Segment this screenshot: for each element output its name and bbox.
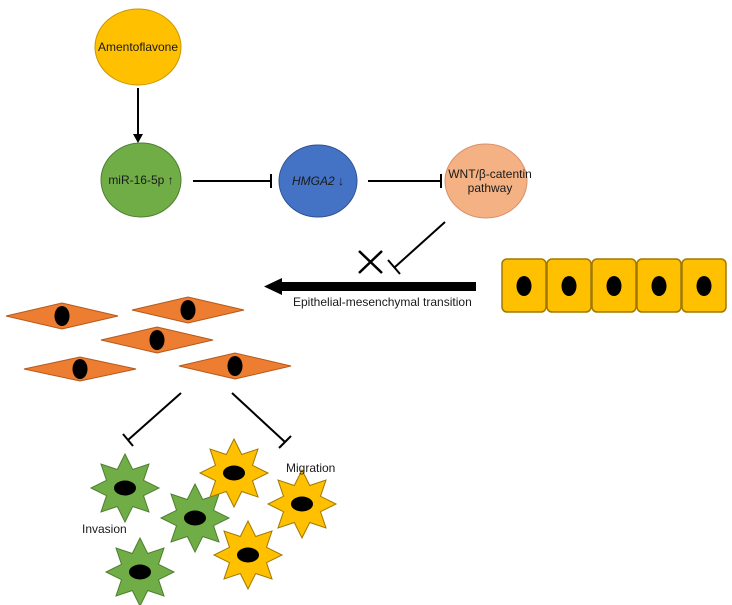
hmga2-arrow-symbol: ↓ bbox=[335, 174, 344, 188]
nucleus bbox=[696, 276, 712, 296]
mir-16-5p-node: miR-16-5p ↑ bbox=[100, 142, 182, 218]
nucleus bbox=[291, 496, 313, 512]
nucleus bbox=[149, 330, 165, 350]
nucleus bbox=[72, 359, 88, 379]
mesenchymal-cell bbox=[131, 296, 245, 324]
nucleus bbox=[54, 306, 70, 326]
mesenchymal-cell bbox=[178, 352, 292, 380]
mesenchymal-cell bbox=[23, 356, 137, 382]
nucleus bbox=[227, 356, 243, 376]
amentoflavone-node: Amentoflavone bbox=[94, 8, 182, 86]
epithelial-cell bbox=[681, 258, 727, 313]
mir-16-5p-label: miR-16-5p ↑ bbox=[108, 173, 173, 187]
hmga2-node: HMGA2 ↓ bbox=[278, 144, 358, 218]
mesenchymal-cells bbox=[5, 296, 292, 382]
inhibition-mir-hmga2 bbox=[193, 174, 272, 188]
emt-arrow bbox=[264, 278, 476, 295]
epithelial-cell bbox=[501, 258, 547, 313]
mesenchymal-cell bbox=[100, 326, 214, 354]
nucleus bbox=[237, 547, 259, 563]
epithelial-cell bbox=[546, 258, 592, 313]
hmga2-label: HMGA2 ↓ bbox=[292, 174, 344, 188]
invasive-cell bbox=[159, 482, 231, 554]
migrating-cell bbox=[266, 468, 338, 540]
hmga2-gene-name: HMGA2 bbox=[292, 174, 335, 188]
wnt-pathway-label-line1: WNT/β-catentin bbox=[448, 167, 532, 181]
inhibition-to-migration bbox=[231, 392, 292, 449]
invasion-label: Invasion bbox=[82, 522, 127, 536]
migrating-cell bbox=[198, 437, 270, 509]
nucleus bbox=[516, 276, 532, 296]
invasive-cells bbox=[89, 452, 231, 605]
amentoflavone-label: Amentoflavone bbox=[98, 40, 178, 54]
mesenchymal-cell bbox=[5, 302, 119, 330]
activation-arrow bbox=[133, 88, 143, 143]
inhibition-hmga2-wnt bbox=[368, 174, 442, 188]
nucleus bbox=[129, 564, 151, 580]
nucleus bbox=[180, 300, 196, 320]
epithelial-cell-layer bbox=[501, 258, 727, 313]
nucleus bbox=[651, 276, 667, 296]
wnt-pathway-node: WNT/β-catentin pathway bbox=[444, 143, 532, 219]
mir-16-5p-ellipse bbox=[100, 142, 182, 218]
amentoflavone-ellipse bbox=[94, 8, 182, 86]
nucleus bbox=[223, 465, 245, 481]
migrating-cells bbox=[198, 437, 338, 591]
inhibition-to-invasion bbox=[122, 392, 182, 447]
migrating-cell bbox=[212, 519, 284, 591]
migration-label: Migration bbox=[286, 461, 335, 475]
nucleus bbox=[606, 276, 622, 296]
emt-label: Epithelial-mesenchymal transition bbox=[293, 295, 472, 309]
nucleus bbox=[184, 510, 206, 526]
inhibition-wnt-emt bbox=[387, 221, 446, 275]
invasive-cell bbox=[89, 452, 161, 524]
blocked-cross-icon bbox=[358, 250, 383, 274]
epithelial-cell bbox=[591, 258, 637, 313]
nucleus bbox=[114, 480, 136, 496]
invasive-cell bbox=[104, 536, 176, 605]
epithelial-cell bbox=[636, 258, 682, 313]
hmga2-ellipse bbox=[278, 144, 358, 218]
wnt-pathway-label-line2: pathway bbox=[468, 181, 513, 195]
wnt-pathway-ellipse bbox=[444, 143, 528, 219]
nucleus bbox=[561, 276, 577, 296]
